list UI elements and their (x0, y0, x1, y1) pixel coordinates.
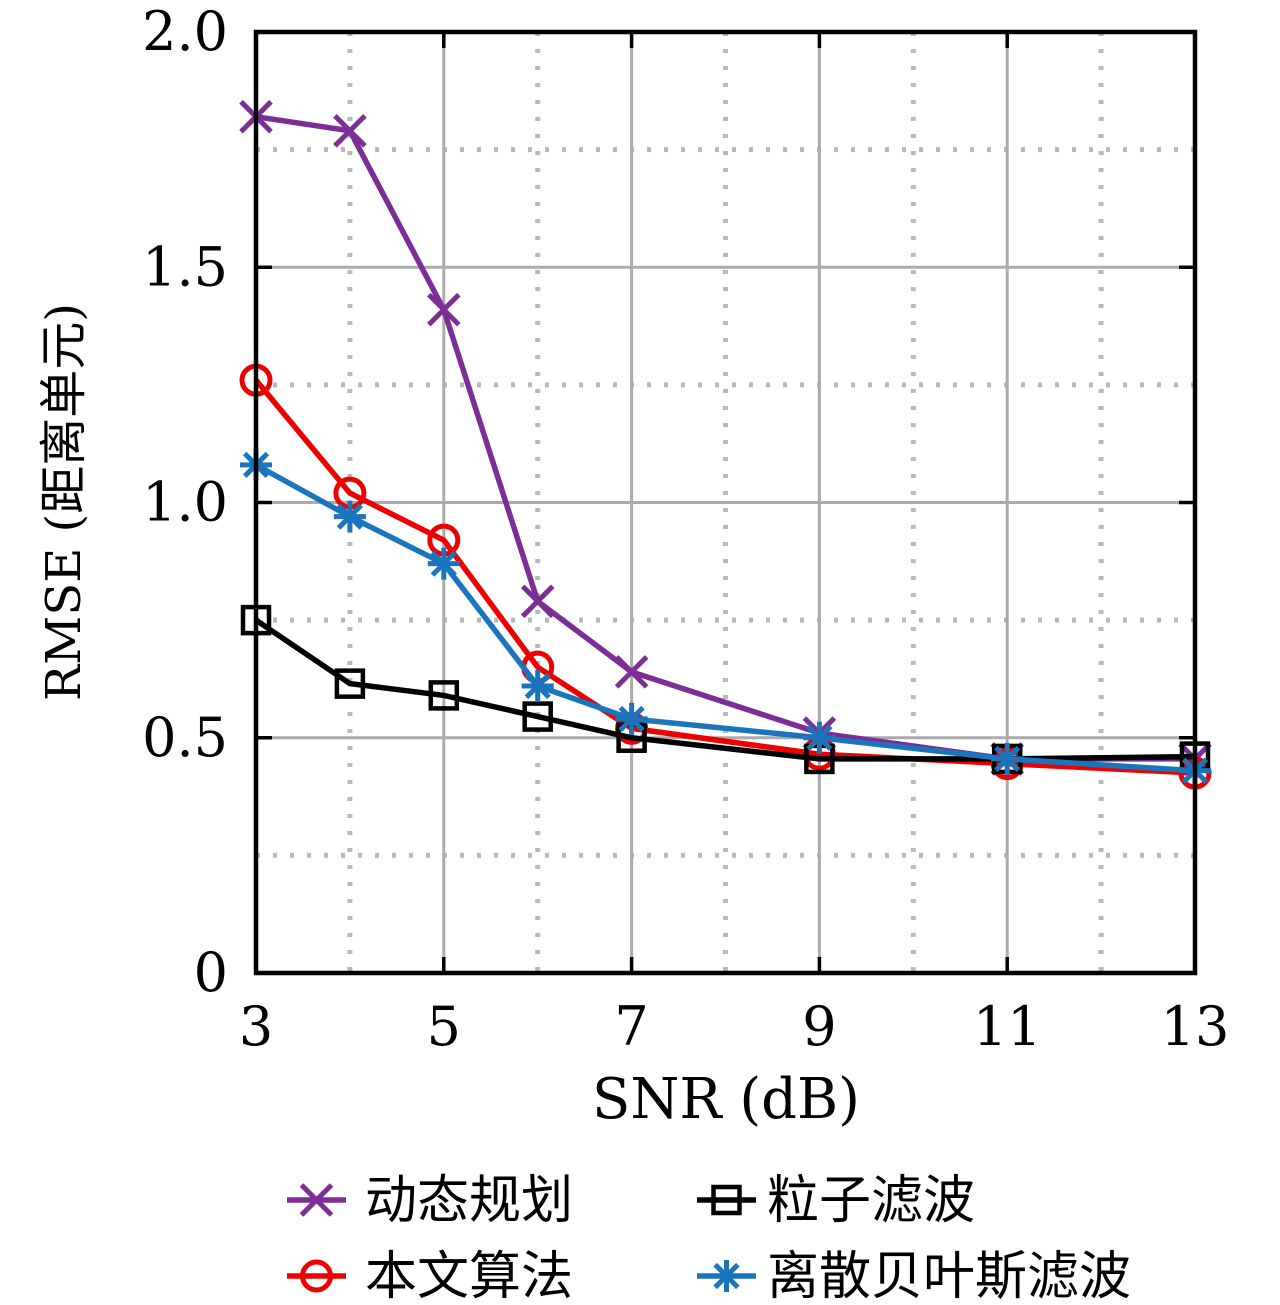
x-marker-stroke (614, 655, 649, 689)
x-axis-tick-label: 7 (614, 995, 648, 1058)
marker-asterisk (427, 547, 460, 580)
y-axis-tick-label: 2.0 (142, 0, 228, 63)
marker-x (520, 584, 555, 619)
tick-label-layer: 3 5 7 9 11 13 0 0.5 1.0 1.5 2.0 (142, 0, 1229, 1058)
marker-asterisk (521, 669, 554, 702)
series-line-discrete-bayes-filter (254, 462, 1196, 774)
marker-asterisk (615, 702, 648, 735)
marker-asterisk (710, 1260, 743, 1292)
marker-asterisk (991, 742, 1024, 775)
circle-marker (300, 1259, 333, 1293)
y-axis-tick-label: 1.5 (142, 235, 228, 298)
x-axis-tick-label: 13 (1161, 995, 1230, 1058)
series-layer (239, 99, 1212, 790)
asterisk-stroke (713, 1262, 740, 1290)
x-axis-tick-label: 3 (239, 995, 273, 1058)
legend-item-particle-filter: 粒子滤波 (697, 1171, 975, 1231)
series-line-particle-filter (254, 617, 1196, 762)
marker-x (333, 114, 367, 148)
marker-square (428, 680, 460, 711)
asterisk-stroke (618, 705, 645, 733)
series-particle-filter (240, 604, 1211, 775)
series-line-proposed-algorithm (253, 378, 1196, 776)
x-axis-label: SNR (dB) (592, 1067, 860, 1132)
legend-label-dynamic-programming: 动态规划 (365, 1171, 573, 1231)
legend-label-particle-filter: 粒子滤波 (767, 1171, 975, 1231)
x-marker-stroke (299, 1183, 334, 1217)
series-discrete-bayes-filter (240, 448, 1211, 787)
legend-label-discrete-bayes-filter: 离散贝叶斯滤波 (767, 1247, 1131, 1305)
y-axis-tick-label: 0 (194, 941, 228, 1004)
legend-item-dynamic-programming: 动态规划 (287, 1171, 573, 1231)
y-axis-tick-label: 0.5 (142, 706, 228, 769)
square-marker (522, 701, 553, 732)
x-marker-stroke (427, 292, 461, 327)
marker-x (427, 292, 461, 327)
x-marker-stroke (333, 114, 367, 148)
marker-asterisk (333, 500, 366, 533)
frame-layer (253, 29, 1198, 976)
asterisk-stroke (806, 724, 833, 751)
asterisk-stroke (430, 550, 457, 577)
x-axis-tick-label: 5 (427, 995, 461, 1058)
x-axis-tick-label: 11 (973, 995, 1042, 1058)
legend-label-proposed-algorithm: 本文算法 (365, 1247, 573, 1305)
asterisk-stroke (336, 503, 363, 530)
asterisk-stroke (524, 672, 551, 700)
square-marker (334, 668, 366, 699)
marker-circle (300, 1259, 333, 1293)
marker-square (334, 668, 366, 699)
marker-x (299, 1183, 334, 1217)
square-marker (711, 1184, 742, 1216)
asterisk-stroke (994, 745, 1021, 773)
y-axis-label: RMSE (距离单元) (36, 303, 92, 701)
square-marker (428, 680, 460, 711)
marker-asterisk (803, 721, 836, 754)
marker-square (711, 1184, 742, 1216)
x-marker-stroke (520, 584, 555, 619)
y-axis-tick-label: 1.0 (142, 471, 228, 534)
marker-x (614, 655, 649, 689)
legend-item-discrete-bayes-filter: 离散贝叶斯滤波 (697, 1247, 1131, 1305)
legend-item-proposed-algorithm: 本文算法 (287, 1247, 573, 1305)
marker-square (522, 701, 553, 732)
grid-layer (256, 32, 1195, 973)
x-axis-tick-label: 9 (802, 995, 836, 1058)
